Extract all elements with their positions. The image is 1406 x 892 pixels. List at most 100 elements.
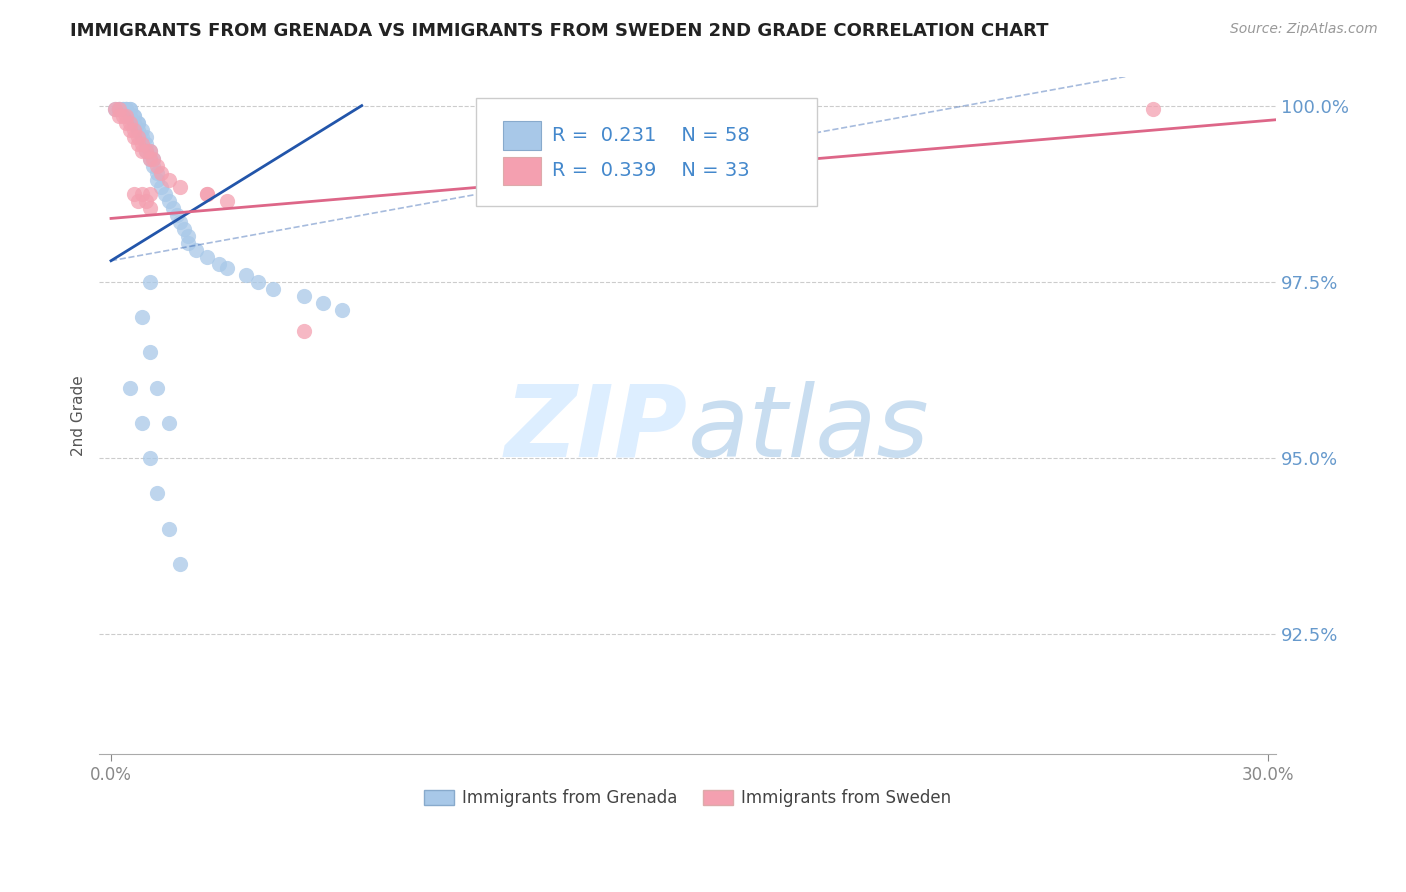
Point: [115, 102, 138, 116]
Point: [138, 152, 160, 166]
Text: Source: ZipAtlas.com: Source: ZipAtlas.com: [1230, 22, 1378, 37]
Point: [135, 137, 157, 152]
Point: [150, 166, 173, 180]
Point: [138, 275, 160, 289]
Point: [135, 194, 157, 208]
Point: [146, 159, 169, 173]
Point: [138, 152, 160, 166]
Point: [122, 186, 145, 201]
Point: [104, 102, 127, 116]
Point: [115, 116, 138, 130]
Point: [122, 109, 145, 123]
Point: [197, 186, 219, 201]
Point: [208, 257, 231, 271]
Point: [292, 324, 315, 338]
Point: [120, 116, 142, 130]
FancyBboxPatch shape: [503, 121, 541, 150]
Point: [127, 116, 149, 130]
Point: [135, 145, 157, 159]
Point: [131, 137, 153, 152]
Point: [120, 102, 142, 116]
Legend: Immigrants from Grenada, Immigrants from Sweden: Immigrants from Grenada, Immigrants from…: [418, 782, 957, 814]
Point: [120, 123, 142, 137]
Point: [120, 381, 142, 395]
Point: [127, 130, 149, 145]
FancyBboxPatch shape: [503, 157, 541, 185]
Point: [115, 109, 138, 123]
Point: [111, 102, 134, 116]
Point: [131, 416, 153, 430]
Point: [138, 345, 160, 359]
Point: [157, 172, 180, 186]
Point: [246, 275, 269, 289]
Point: [127, 123, 149, 137]
Point: [177, 236, 200, 251]
Point: [169, 557, 191, 571]
Point: [138, 145, 160, 159]
Point: [138, 201, 160, 215]
Point: [138, 186, 160, 201]
Point: [332, 303, 354, 318]
Point: [107, 102, 129, 116]
Point: [138, 145, 160, 159]
Point: [142, 152, 165, 166]
Point: [146, 381, 169, 395]
Point: [131, 123, 153, 137]
Point: [127, 116, 149, 130]
Point: [262, 282, 284, 296]
Y-axis label: 2nd Grade: 2nd Grade: [72, 376, 86, 456]
Point: [169, 215, 191, 229]
Point: [215, 260, 238, 275]
Point: [157, 416, 180, 430]
Text: IMMIGRANTS FROM GRENADA VS IMMIGRANTS FROM SWEDEN 2ND GRADE CORRELATION CHART: IMMIGRANTS FROM GRENADA VS IMMIGRANTS FR…: [70, 22, 1049, 40]
Point: [235, 268, 257, 282]
Point: [142, 152, 165, 166]
Point: [115, 102, 138, 116]
Point: [292, 289, 315, 303]
Point: [122, 123, 145, 137]
Point: [197, 186, 219, 201]
Point: [157, 522, 180, 536]
Point: [162, 201, 184, 215]
Point: [169, 179, 191, 194]
Point: [173, 222, 195, 236]
Text: R =  0.231    N = 58: R = 0.231 N = 58: [553, 126, 751, 145]
Point: [120, 109, 142, 123]
Point: [111, 109, 134, 123]
Point: [122, 116, 145, 130]
Point: [1142, 102, 1164, 116]
Point: [131, 310, 153, 325]
Point: [122, 130, 145, 145]
Point: [150, 179, 173, 194]
Point: [138, 451, 160, 466]
Point: [177, 229, 200, 244]
Point: [115, 102, 138, 116]
Point: [142, 159, 165, 173]
Text: atlas: atlas: [688, 381, 929, 478]
Point: [146, 172, 169, 186]
Point: [107, 102, 129, 116]
Point: [215, 194, 238, 208]
Point: [120, 102, 142, 116]
Point: [166, 208, 188, 222]
Point: [153, 186, 176, 201]
Point: [135, 145, 157, 159]
Point: [135, 130, 157, 145]
Point: [131, 186, 153, 201]
Point: [157, 194, 180, 208]
Point: [131, 145, 153, 159]
Point: [184, 243, 207, 257]
Point: [111, 102, 134, 116]
Point: [127, 194, 149, 208]
Point: [197, 250, 219, 264]
Point: [127, 137, 149, 152]
Text: R =  0.339    N = 33: R = 0.339 N = 33: [553, 161, 749, 180]
Point: [146, 486, 169, 500]
Point: [131, 130, 153, 145]
Text: ZIP: ZIP: [505, 381, 688, 478]
FancyBboxPatch shape: [475, 98, 817, 206]
Point: [107, 102, 129, 116]
Point: [146, 166, 169, 180]
Point: [312, 296, 335, 310]
Point: [107, 109, 129, 123]
